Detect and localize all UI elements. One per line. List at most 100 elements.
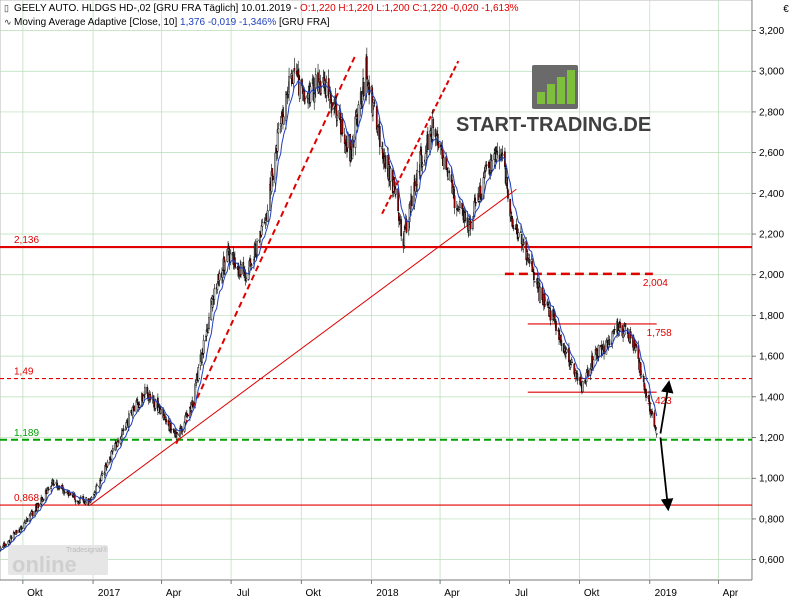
candle-body xyxy=(398,222,401,224)
candle-body xyxy=(432,119,435,129)
y-tick-label: 1,800 xyxy=(759,311,784,322)
candle-body xyxy=(453,195,456,208)
candle-body xyxy=(501,154,504,156)
candle-body xyxy=(389,168,392,182)
candle-body xyxy=(532,269,534,272)
candle-body xyxy=(549,310,552,321)
candle-body xyxy=(640,374,643,378)
ohlc-values: O:1,220 H:1,220 L:1,200 C:1,220 -0,020 -… xyxy=(300,3,519,14)
candle-body xyxy=(516,224,518,234)
candle-body xyxy=(189,407,191,418)
candle-body xyxy=(101,473,104,476)
candle-body xyxy=(277,128,280,134)
candle-body xyxy=(466,217,469,226)
candle-body xyxy=(282,116,285,125)
level-label: 1,49 xyxy=(14,367,34,378)
candle-body xyxy=(581,381,584,393)
candle-body xyxy=(186,413,188,416)
candlestick-icon: ▯ xyxy=(4,3,9,13)
y-tick-label: 1,200 xyxy=(759,433,784,444)
candle-body xyxy=(484,171,486,177)
candle-body xyxy=(112,448,114,452)
candle-body xyxy=(105,466,108,469)
candle-body xyxy=(95,486,97,494)
candle-body xyxy=(224,261,226,271)
candle-body xyxy=(221,270,224,278)
candle-body xyxy=(329,92,332,94)
candle-body xyxy=(651,410,653,415)
level-label: 0,868 xyxy=(14,493,39,504)
candle-body xyxy=(653,412,656,427)
candle-body xyxy=(330,102,333,111)
candle-body xyxy=(398,212,400,221)
logo-bar-icon xyxy=(547,84,555,104)
candle-body xyxy=(314,74,317,89)
candle-body xyxy=(533,271,535,281)
candle-body xyxy=(539,286,541,303)
line-chart-icon: ∿ xyxy=(4,17,12,27)
candle-body xyxy=(179,428,181,437)
candle-body xyxy=(576,373,579,381)
candle-body xyxy=(114,443,117,451)
plot-area xyxy=(0,0,753,581)
candle-body xyxy=(318,78,321,80)
candle-body xyxy=(170,428,173,431)
candle-body xyxy=(211,295,214,308)
candle-body xyxy=(250,264,253,266)
x-tick-label: Jul xyxy=(515,588,528,599)
candle-body xyxy=(158,405,161,408)
candle-body xyxy=(447,167,450,180)
candle-body xyxy=(47,488,50,491)
candle-body xyxy=(491,160,493,171)
candle-body xyxy=(26,518,29,522)
y-tick-label: 2,600 xyxy=(759,148,784,159)
candle-body xyxy=(298,79,301,99)
candle-body xyxy=(93,492,96,495)
candle-body xyxy=(144,387,146,395)
level-label: 1,189 xyxy=(14,428,39,439)
candle-body xyxy=(309,86,312,103)
y-axis-panel xyxy=(752,0,800,600)
candle-body xyxy=(654,425,656,427)
candle-body xyxy=(526,253,529,257)
candle-body xyxy=(344,143,347,146)
candle-body xyxy=(121,428,123,436)
candle-body xyxy=(120,436,123,441)
candle-body xyxy=(407,221,410,231)
candle-body xyxy=(368,82,370,96)
candle-body xyxy=(569,364,572,368)
candle-body xyxy=(160,409,162,414)
tradesignal-online-text: online xyxy=(12,552,77,577)
candle-body xyxy=(165,419,168,423)
candle-body xyxy=(2,545,4,548)
candle-body xyxy=(234,267,237,269)
candle-body xyxy=(421,163,424,167)
candle-body xyxy=(245,278,248,281)
candle-body xyxy=(488,161,490,168)
candle-body xyxy=(645,395,648,398)
chart-header-line-1: ▯ GEELY AUTO. HLDGS HD-,02 [GRU FRA Tägli… xyxy=(4,3,519,14)
candle-body xyxy=(137,402,139,405)
candle-body xyxy=(291,75,293,85)
candle-body xyxy=(405,219,408,233)
logo-bar-icon xyxy=(537,92,545,104)
candle-body xyxy=(384,155,387,169)
candle-body xyxy=(105,463,107,468)
candle-body xyxy=(555,321,557,331)
candle-body xyxy=(655,433,658,435)
trend-line xyxy=(175,56,356,445)
candle-body xyxy=(90,497,93,500)
trend-line xyxy=(90,188,517,506)
candle-body xyxy=(271,168,274,177)
candle-body xyxy=(445,156,448,170)
candle-body xyxy=(520,231,522,233)
candle-body xyxy=(106,461,109,467)
candle-body xyxy=(469,220,472,230)
candle-body xyxy=(77,500,80,503)
candle-body xyxy=(341,118,344,134)
candle-body xyxy=(544,300,547,305)
candle-body xyxy=(361,93,364,103)
y-tick-label: 3,200 xyxy=(759,26,784,37)
candle-body xyxy=(207,328,210,334)
